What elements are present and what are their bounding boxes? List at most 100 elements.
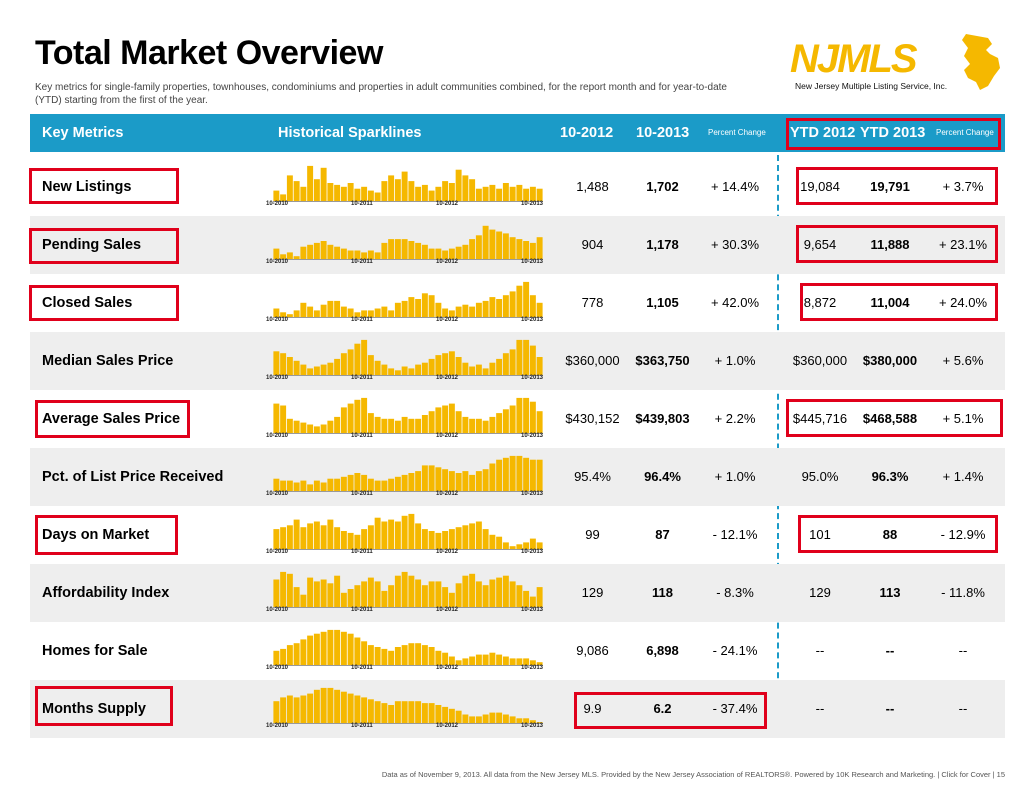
sparkline-bar	[489, 652, 496, 666]
sparkline-bar	[462, 525, 469, 550]
value-10-2012: 9.9	[583, 701, 602, 716]
sparkline-bar	[469, 523, 476, 550]
sparkline-bar	[394, 521, 401, 550]
sparkline-bar	[340, 186, 347, 202]
sparkline-bar	[442, 181, 449, 202]
sparkline-bar	[394, 647, 401, 666]
sparkline-bar	[354, 399, 361, 434]
sparkline-bar	[435, 581, 442, 608]
sparkline-tick-label: 10-2011	[351, 665, 373, 671]
metric-label: Pct. of List Price Received	[42, 469, 224, 485]
sparkline-bar	[401, 701, 408, 724]
sparkline-bar	[280, 648, 287, 666]
sparkline-bar	[536, 302, 543, 318]
sparkline-bar	[502, 353, 509, 376]
sparkline-bar	[529, 295, 536, 318]
sparkline-bar	[293, 643, 300, 666]
sparkline-bar	[334, 246, 341, 260]
sparkline-bar	[394, 575, 401, 608]
sparkline-bar	[300, 302, 307, 318]
sparkline-bar	[448, 403, 455, 434]
sparkline-bar	[496, 536, 503, 550]
value-ytd-2013: $468,588	[862, 411, 918, 426]
value-ytd-2013: 96.3%	[871, 469, 909, 484]
sparkline-bar	[354, 585, 361, 608]
metric-label: Days on Market	[42, 527, 150, 543]
table-row: Homes for Sale 10-2010 10-2011 10-2012 10-20…	[30, 622, 1005, 680]
sparkline-bar	[313, 581, 320, 608]
table-row: Closed Sales 10-2010 10-2011 10-2012 10-2013…	[30, 274, 1005, 332]
metric-label: Closed Sales	[42, 295, 133, 311]
sparkline-bar	[286, 573, 293, 608]
sparkline-bar	[435, 186, 442, 202]
sparkline-bar	[280, 353, 287, 376]
sparkline-bar	[293, 587, 300, 608]
sparkline-tick-label: 10-2012	[436, 665, 459, 671]
sparkline-tick-label: 10-2012	[436, 259, 459, 265]
value-ytd-percent-change: + 3.7%	[942, 179, 984, 194]
sparkline-bar	[327, 583, 334, 608]
sparkline-bar	[428, 581, 435, 608]
sparkline-bar	[421, 465, 428, 492]
sparkline-bar	[340, 248, 347, 260]
sparkline-bar	[516, 184, 523, 202]
sparkline-bar	[307, 368, 314, 376]
sparkline-bar	[415, 364, 422, 376]
sparkline-tick-label: 10-2013	[521, 491, 544, 497]
sparkline-bar	[421, 244, 428, 260]
sparkline-bar	[394, 370, 401, 376]
sparkline-bar	[300, 186, 307, 202]
sparkline-bar	[469, 716, 476, 724]
sparkline-bar	[509, 546, 516, 550]
sparkline-bar	[280, 405, 287, 434]
sparkline-bar	[367, 478, 374, 492]
sparkline-tick-label: 10-2011	[351, 549, 373, 555]
sparkline-bar	[340, 407, 347, 434]
sparkline-bar	[401, 416, 408, 434]
metric-label: Median Sales Price	[42, 353, 174, 369]
sparkline-bar	[435, 407, 442, 434]
header-10-2013: 10-2013	[636, 125, 690, 141]
sparkline-bar	[347, 349, 354, 376]
sparkline-bar	[523, 542, 530, 550]
value-10-2013: $439,803	[635, 411, 690, 426]
sparkline-bar	[428, 248, 435, 260]
sparkline-bar	[408, 473, 415, 492]
header-ytd-2013: YTD 2013	[860, 125, 926, 141]
sparkline-bar	[374, 360, 381, 376]
value-ytd-2013: 11,888	[870, 237, 910, 252]
sparkline-bar	[496, 231, 503, 260]
sparkline-bar	[442, 706, 449, 724]
page-footer[interactable]: Data as of November 9, 2013. All data fr…	[381, 770, 1005, 779]
sparkline-bar	[469, 418, 476, 434]
sparkline-tick-label: 10-2010	[266, 491, 289, 497]
sparkline-bar	[354, 637, 361, 666]
sparkline-bar	[509, 186, 516, 202]
njmls-logo[interactable]: NJMLS New Jersey Multiple Listing Servic…	[790, 32, 1005, 94]
sparkline-bar	[327, 300, 334, 318]
sparkline-bar	[475, 364, 482, 376]
sparkline-tick-label: 10-2011	[351, 259, 373, 265]
sparkline-tick-label: 10-2013	[521, 549, 544, 555]
sparkline-bar	[313, 480, 320, 492]
sparkline-bar	[496, 413, 503, 434]
sparkline-bar	[536, 188, 543, 202]
sparkline-tick-label: 10-2011	[351, 201, 373, 207]
sparkline-bar	[320, 424, 327, 434]
sparkline-bar	[502, 656, 509, 666]
sparkline-bar	[482, 225, 489, 260]
sparkline-chart	[273, 571, 543, 608]
sparkline-bar	[536, 587, 543, 608]
value-ytd-2013: $380,000	[862, 353, 918, 368]
sparkline-bar	[320, 167, 327, 202]
sparkline-bar	[482, 585, 489, 608]
sparkline-bar	[394, 302, 401, 318]
sparkline-bar	[388, 368, 395, 376]
sparkline-bar	[394, 701, 401, 724]
sparkline-bar	[374, 517, 381, 550]
value-ytd-2012: $360,000	[792, 353, 848, 368]
sparkline-bar	[408, 418, 415, 434]
sparkline-bar	[448, 656, 455, 666]
sparkline-bar	[401, 171, 408, 202]
header-10-2012: 10-2012	[560, 125, 614, 141]
